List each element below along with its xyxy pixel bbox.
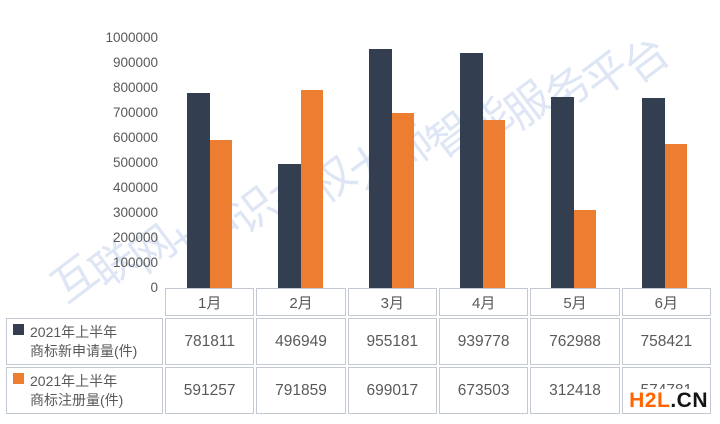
bar-series2-month1: [209, 140, 232, 288]
logo-part-h2l: H2L: [629, 389, 671, 412]
value-series2-month2: 791859: [256, 367, 346, 414]
bar-series2-month4: [482, 120, 505, 288]
month-header-6: 6月: [621, 288, 711, 316]
data-table: 1月 2月 3月 4月 5月 6月 2021年上半年 商标新申请量(件) 781811 49694…: [6, 288, 711, 414]
bar-series2-month2: [300, 90, 323, 288]
y-axis-tick-label: 700000: [112, 105, 158, 120]
bar-series2-month5: [573, 210, 596, 288]
y-axis-tick-label: 500000: [112, 155, 158, 170]
bar-series1-month4: [459, 53, 483, 288]
y-axis-tick-label: 200000: [112, 230, 158, 245]
month-header-3: 3月: [347, 288, 437, 316]
logo-part-cn: .CN: [670, 389, 708, 412]
value-series2-month1: 591257: [165, 367, 255, 414]
plot-area: [166, 38, 710, 288]
value-series1-month6: 758421: [621, 318, 711, 365]
bar-series1-month3: [368, 49, 392, 288]
month-header-5: 5月: [530, 288, 620, 316]
bar-series1-month2: [277, 164, 301, 288]
month-header-2: 2月: [256, 288, 346, 316]
y-axis-tick-label: 800000: [112, 80, 158, 95]
value-series1-month1: 781811: [165, 318, 255, 365]
bar-series2-month6: [664, 144, 687, 288]
y-axis-tick-label: 0: [150, 280, 158, 295]
value-series1-month3: 955181: [347, 318, 437, 365]
legend-cell-series2: 2021年上半年 商标注册量(件): [6, 367, 163, 414]
y-axis-tick-label: 100000: [112, 255, 158, 270]
site-logo: H2L.CN: [627, 389, 710, 412]
value-series1-month2: 496949: [256, 318, 346, 365]
table-corner-blank: [6, 288, 163, 316]
bar-series1-month5: [550, 97, 574, 288]
bar-series1-month1: [186, 93, 210, 288]
bar-series2-month3: [391, 113, 414, 288]
value-series2-month3: 699017: [347, 367, 437, 414]
y-axis-tick-label: 300000: [112, 205, 158, 220]
y-axis-tick-label: 600000: [112, 130, 158, 145]
legend-label-series2: 2021年上半年 商标注册量(件): [30, 372, 124, 408]
legend-swatch-series1: [13, 324, 24, 335]
legend-swatch-series2: [13, 373, 24, 384]
month-header-1: 1月: [165, 288, 255, 316]
bar-series1-month6: [641, 98, 665, 288]
y-axis-tick-label: 400000: [112, 180, 158, 195]
month-header-4: 4月: [439, 288, 529, 316]
y-axis: 1000000 900000 800000 700000 600000 500000 400…: [40, 0, 158, 300]
value-series2-month5: 312418: [530, 367, 620, 414]
value-series2-month4: 673503: [439, 367, 529, 414]
value-series1-month5: 762988: [530, 318, 620, 365]
legend-cell-series1: 2021年上半年 商标新申请量(件): [6, 318, 163, 365]
legend-label-series1: 2021年上半年 商标新申请量(件): [30, 323, 138, 359]
y-axis-tick-label: 900000: [112, 55, 158, 70]
value-series1-month4: 939778: [439, 318, 529, 365]
y-axis-tick-label: 1000000: [105, 30, 158, 45]
